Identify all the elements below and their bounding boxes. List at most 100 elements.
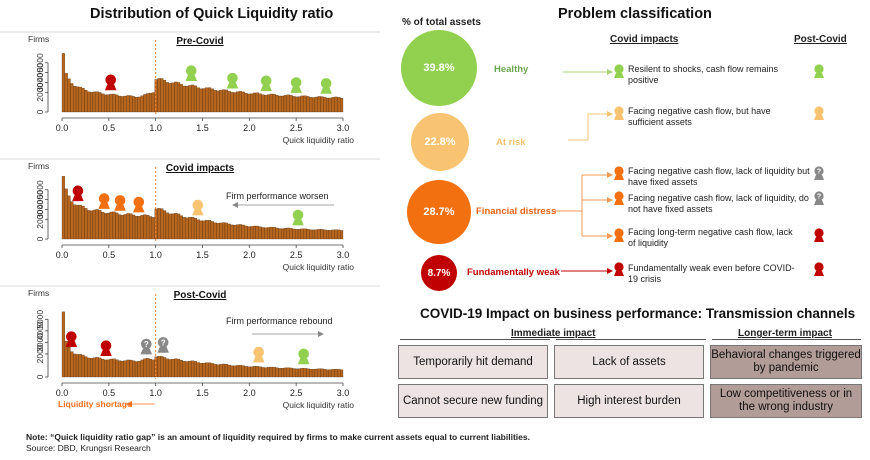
histogram-bar (132, 214, 136, 240)
histogram-bar (171, 213, 175, 240)
histogram-bar (70, 201, 74, 240)
weak-share-circle: 8.7% (421, 255, 457, 291)
firm-icon-financial_distress-head (133, 196, 145, 208)
histogram-bar (168, 83, 172, 113)
firm-icon-fundamentally_weak-body (65, 340, 78, 348)
histogram-bar (309, 97, 313, 113)
histogram-bar (334, 368, 338, 378)
x-tick-label: 1.0 (149, 123, 162, 133)
histogram-bar (275, 227, 279, 240)
histogram-bar (185, 86, 189, 113)
impact-icon-financial_distress-head (614, 166, 624, 176)
histogram-bar (222, 363, 226, 378)
weak-label: Fundamentally weak (467, 267, 560, 278)
x-tick-label: 0.5 (103, 123, 116, 133)
histogram-bar (261, 94, 265, 113)
histogram-bar (92, 357, 96, 378)
histogram-bar (264, 367, 268, 378)
impact-icon-financial_distress (614, 166, 624, 180)
histogram-bar (123, 360, 127, 378)
histogram-bar (202, 220, 206, 240)
histogram-bar (67, 78, 71, 113)
impact-icon-financial_distress-head (614, 228, 624, 238)
histogram-bar (118, 360, 122, 378)
impact-icon-fundamentally_weak (614, 262, 624, 276)
histogram-bar (269, 93, 273, 113)
firm-icon-at_risk (192, 199, 204, 216)
histogram-bar (275, 367, 279, 378)
histogram-bar (185, 361, 189, 378)
histogram-bar (222, 89, 226, 113)
post-covid-icon-fundamentally_weak-head (814, 262, 824, 272)
firm-icon-fundamentally_weak (65, 331, 78, 348)
histogram-bar (118, 214, 122, 240)
histogram-bar (177, 358, 181, 378)
histogram-bar (70, 83, 74, 113)
channel-interest: High interest burden (554, 384, 704, 418)
histogram-bar (233, 92, 237, 113)
liquidity-arrowhead (126, 401, 132, 407)
firm-icon-financial_distress (133, 196, 145, 213)
y-tick-label: 5000 (35, 310, 45, 329)
histogram-bar (185, 217, 189, 240)
histogram-bar (230, 224, 234, 240)
histogram-bar (120, 96, 124, 113)
histogram-bar (244, 225, 248, 240)
histogram-bar (224, 222, 228, 240)
histogram-bar (67, 195, 71, 240)
impact-icon-financial_distress-body (614, 236, 624, 242)
y-axis-label: Firms (28, 288, 49, 298)
distress-label: Financial distress (476, 206, 557, 217)
firm-icon-at_risk (252, 346, 265, 363)
histogram-bar (269, 366, 273, 378)
histogram-bar (289, 95, 293, 113)
histogram-bar (137, 361, 141, 378)
histogram-bar (207, 362, 212, 378)
histogram-bar (134, 97, 138, 113)
histogram-bar (137, 216, 141, 240)
histogram-bar (306, 229, 310, 240)
longer-header: Longer-term impact (738, 328, 832, 339)
immediate-header: Immediate impact (511, 328, 596, 339)
x-tick-label: 2.0 (243, 250, 256, 260)
histogram-bar (151, 217, 155, 240)
histogram-bar (247, 93, 251, 113)
histogram-bar (205, 220, 209, 240)
histogram-bar (104, 94, 108, 113)
x-tick-label: 1.5 (196, 388, 209, 398)
histogram-bar (331, 229, 335, 240)
histogram-bar (163, 357, 167, 378)
histogram-bar (281, 228, 285, 240)
post-covid-icon-shock-head (814, 166, 824, 176)
x-tick-label: 0.0 (56, 388, 69, 398)
histogram-bar (216, 90, 220, 113)
histogram-bar (191, 84, 195, 113)
histogram-bar (132, 96, 136, 113)
firm-icon-healthy (320, 78, 332, 94)
classification-diagram: ?? (555, 64, 824, 276)
histogram-bar (317, 368, 321, 378)
histogram-bar (258, 93, 262, 113)
histogram-bar (146, 93, 150, 113)
histogram-bar (210, 363, 214, 378)
histogram-bar (250, 93, 254, 113)
histogram-bar (61, 176, 65, 240)
histogram-bar (64, 188, 68, 240)
histogram-bar (168, 213, 172, 240)
x-tick-label: 1.0 (149, 388, 162, 398)
histogram-bar (261, 227, 265, 240)
histogram-bar (286, 367, 290, 378)
post-covid-icon-fundamentally_weak-head (814, 228, 824, 238)
histogram-bar (306, 96, 310, 113)
x-tick-label: 2.0 (243, 123, 256, 133)
histogram-bar (328, 369, 332, 378)
y-tick-label: 4000 (35, 63, 45, 82)
x-axis-label: Quick liquidity ratio (283, 262, 355, 272)
histogram-bar (75, 86, 79, 113)
healthy-label: Healthy (494, 64, 529, 75)
histogram-bar (112, 93, 116, 113)
histogram-bar (165, 82, 169, 113)
histogram-bar (281, 368, 285, 378)
histogram-bar (174, 81, 178, 113)
post-covid-icon-shock: ? (814, 166, 824, 180)
